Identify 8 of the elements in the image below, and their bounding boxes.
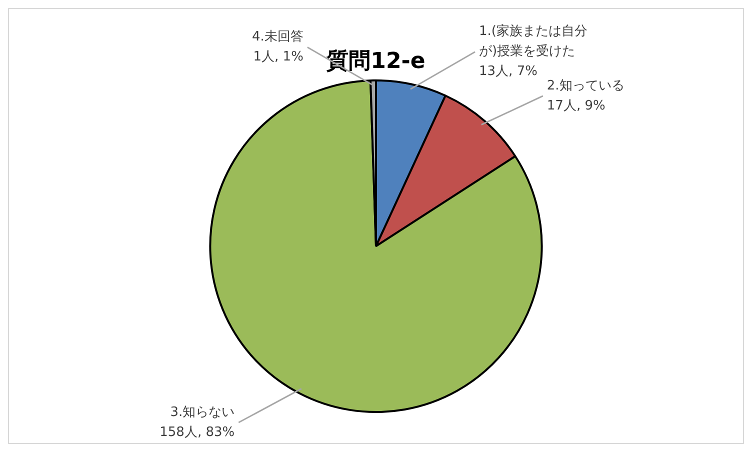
slice-label: 1.(家族または自分が)授業を受けた <box>479 23 588 60</box>
slice-label: 2.知っている <box>546 78 624 94</box>
data-label: 17人, 9% <box>546 98 606 114</box>
slice-label: 4.未回答 <box>252 30 304 45</box>
data-label: 13人, 7% <box>479 64 538 80</box>
data-label: 1人, 1% <box>253 50 304 65</box>
slice-label: 3.知らない <box>170 404 235 420</box>
data-label: 158人, 83% <box>160 424 235 440</box>
